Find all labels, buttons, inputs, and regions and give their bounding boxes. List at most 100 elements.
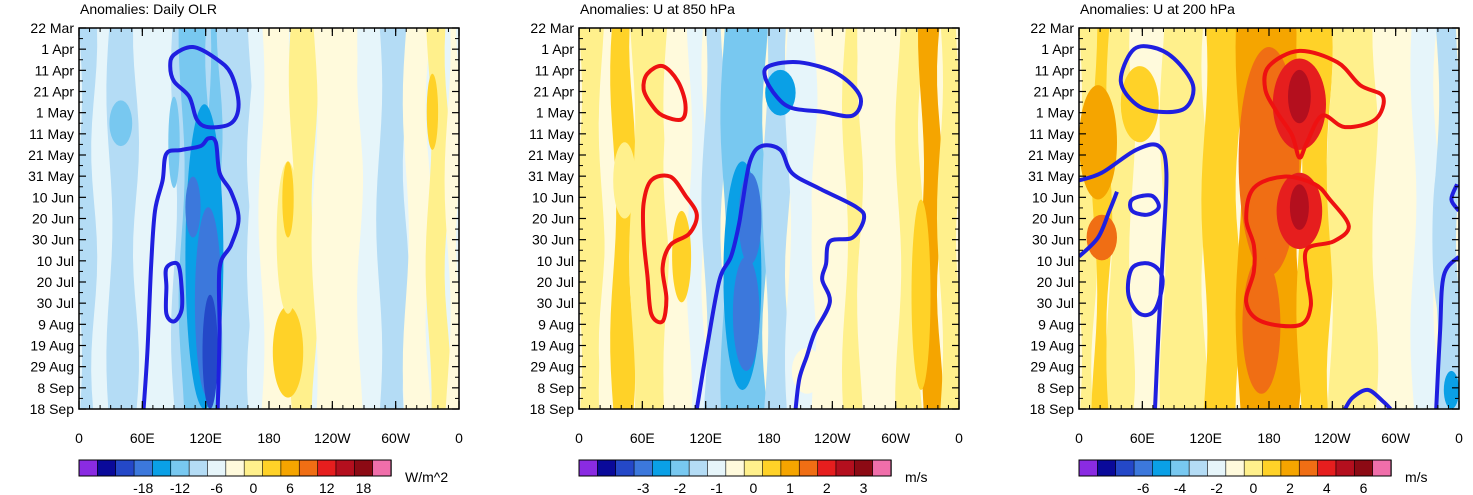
x-tick-label: 0: [1075, 430, 1083, 446]
colorbar-3: -6 -4 -2 0 2 4 6 m/s: [1078, 459, 1428, 495]
x-tick-label: 0: [575, 430, 583, 446]
colorbar-swatch: [1133, 459, 1154, 477]
colorbar-swatch: [633, 459, 654, 477]
contour-line: [640, 173, 699, 325]
field-band: [762, 28, 792, 409]
x-tick-label: 0: [1455, 430, 1463, 446]
colorbar-label: -6: [1137, 480, 1150, 495]
y-tick-label: 29 Aug: [1030, 359, 1074, 375]
field-blob: [426, 73, 439, 150]
y-tick-label: 11 Apr: [35, 62, 75, 78]
panel-3: Anomalies: U at 200 hPa 22 Mar 1 Apr 11 Apr…: [1028, 1, 1463, 495]
y-tick-label: 29 Aug: [530, 359, 574, 375]
colorbar-swatch: [1298, 459, 1319, 477]
colorbar-label: -4: [1174, 480, 1187, 495]
y-tick-label: 20 Jun: [1032, 211, 1074, 227]
y-tick-label: 1 Apr: [1041, 41, 1074, 57]
colorbar-swatch: [170, 459, 190, 477]
y-tick-label: 10 Jun: [32, 189, 74, 205]
field-band: [1201, 28, 1242, 409]
colorbar-swatch: [372, 459, 392, 477]
field-3: [1079, 28, 1459, 409]
x-tick-label: 0: [955, 430, 963, 446]
colorbar-1: -18 -12 -6 0 6 12 18 W/m^2: [78, 459, 448, 495]
colorbar-swatch: [1280, 459, 1300, 477]
y-tick-label: 11 May: [529, 126, 574, 142]
colorbar-swatch: [743, 459, 764, 477]
colorbar-swatch: [298, 459, 319, 477]
x-tick-label: 180: [257, 430, 281, 446]
x-tick-label: 120E: [689, 430, 722, 446]
colorbar-label: -12: [170, 480, 190, 495]
field-band: [579, 28, 605, 409]
colorbar-units: W/m^2: [405, 469, 448, 485]
field-band: [936, 28, 959, 409]
field-band: [629, 28, 670, 409]
field-blob: [109, 100, 133, 147]
field-blob: [672, 210, 692, 303]
field-blob: [1242, 256, 1281, 394]
colorbar-label: -2: [1210, 480, 1223, 495]
contour-line: [641, 63, 688, 122]
colorbar-swatch: [707, 459, 727, 477]
field-blob: [911, 199, 931, 390]
y-tick-label: 1 May: [36, 105, 74, 121]
colorbar-label: 6: [286, 480, 294, 495]
field-blob: [1079, 85, 1117, 200]
field-blob: [1086, 214, 1118, 261]
y-tick-label: 21 May: [528, 147, 574, 163]
panel-title: Anomalies: U at 200 hPa: [1080, 1, 1235, 17]
x-tick-label: 180: [1257, 430, 1281, 446]
x-tick-label: 60E: [1130, 430, 1155, 446]
field-band: [357, 28, 383, 409]
x-tick-label: 120E: [189, 430, 222, 446]
y-tick-label: 30 Jul: [1037, 295, 1074, 311]
y-tick-label: 1 May: [1036, 105, 1074, 121]
field-band: [1326, 28, 1379, 409]
contour-line: [1434, 255, 1459, 409]
contour-line: [1244, 174, 1351, 329]
y-tick-label: 19 Aug: [30, 338, 74, 354]
field-1: [79, 28, 459, 409]
y-tick-label: 20 Jul: [1037, 274, 1074, 290]
field-2: [579, 28, 959, 409]
y-tick-label: 31 May: [528, 168, 574, 184]
colorbar-swatch: [578, 459, 599, 477]
panel-title: Anomalies: U at 850 hPa: [580, 1, 735, 17]
x-tick-label: 60W: [381, 430, 411, 446]
field-blob: [282, 161, 294, 238]
field-blob: [1289, 184, 1309, 230]
panel-title: Anomalies: Daily OLR: [80, 1, 217, 17]
colorbar-label: -6: [210, 480, 223, 495]
colorbar-swatch: [317, 459, 337, 477]
colorbar-swatch: [688, 459, 709, 477]
colorbar-swatch: [1152, 459, 1172, 477]
x-tick-label: 120W: [314, 430, 351, 446]
field-band: [857, 28, 902, 409]
field-blob: [1443, 370, 1459, 409]
colorbar-swatch: [262, 459, 282, 477]
colorbar-units: m/s: [905, 469, 928, 485]
x-tick-label: 60W: [1381, 430, 1411, 446]
y-tick-label: 20 Jul: [37, 274, 74, 290]
y-tick-label: 11 Apr: [1035, 62, 1075, 78]
colorbar-swatch: [798, 459, 819, 477]
field-band: [598, 28, 617, 409]
colorbar-swatch: [1353, 459, 1374, 477]
colorbar-swatch: [817, 459, 837, 477]
colorbar-label: 3: [860, 480, 868, 495]
y-tick-label: 20 Jun: [32, 211, 74, 227]
colorbar-frame: [1078, 459, 1392, 477]
colorbar-swatch: [1207, 459, 1227, 477]
y-tick-label: 11 Apr: [535, 62, 575, 78]
y-tick-label: 22 Mar: [1030, 20, 1074, 36]
field-band: [311, 28, 364, 409]
y-tick-label: 31 May: [1028, 168, 1074, 184]
colorbar-swatch: [1097, 459, 1117, 477]
field-blob: [272, 306, 304, 398]
colorbar-swatch: [188, 459, 209, 477]
colorbar-label: 18: [356, 480, 372, 495]
y-tick-label: 21 Apr: [534, 84, 575, 100]
colorbar-label: -1: [710, 480, 723, 495]
